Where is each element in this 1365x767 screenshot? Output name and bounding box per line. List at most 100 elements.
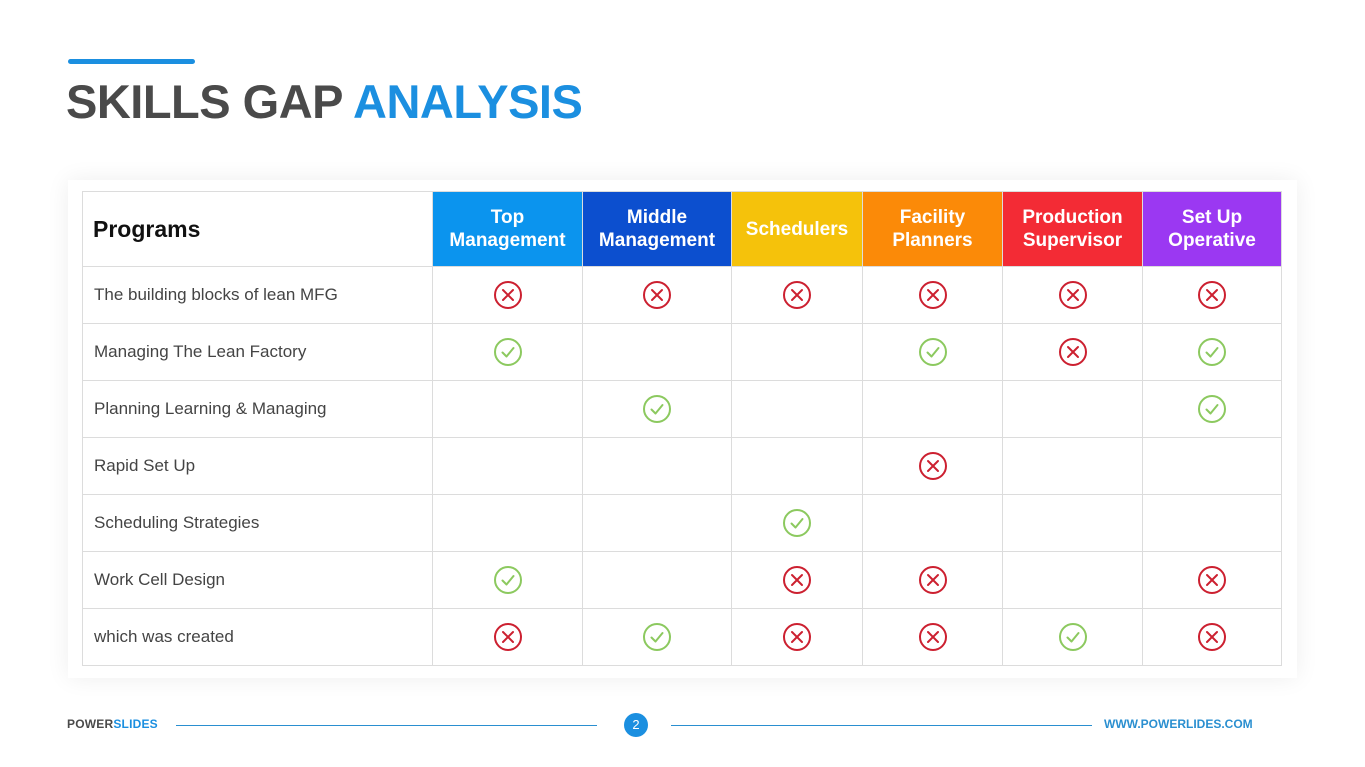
column-header-line1: Facility: [899, 207, 966, 228]
status-cell: [862, 266, 1003, 324]
title-part-1: SKILLS GAP: [66, 75, 343, 128]
check-circle-icon: [918, 337, 948, 367]
x-circle-icon: [1197, 622, 1227, 652]
column-header-1: Top Management: [432, 191, 583, 267]
x-circle-icon: [782, 565, 812, 595]
status-cell: [862, 494, 1003, 552]
status-cell: [731, 608, 863, 666]
status-cell: [731, 266, 863, 324]
status-cell: [582, 494, 732, 552]
status-cell: [731, 380, 863, 438]
column-header-5: Production Supervisor: [1002, 191, 1143, 267]
status-cell: [1002, 551, 1143, 609]
program-label: Managing The Lean Factory: [82, 323, 433, 381]
x-circle-icon: [642, 280, 672, 310]
program-label: which was created: [82, 608, 433, 666]
brand-part-1: POWER: [67, 717, 114, 731]
column-header-2: Middle Management: [582, 191, 732, 267]
status-cell: [1002, 266, 1143, 324]
table-row: Work Cell Design: [82, 551, 1282, 609]
x-circle-icon: [918, 280, 948, 310]
column-header-line2: Management: [598, 230, 716, 251]
status-cell: [582, 323, 732, 381]
status-cell: [582, 437, 732, 495]
table-row: Planning Learning & Managing: [82, 380, 1282, 438]
table-header-row: Programs Top Management Middle Management Sc…: [82, 191, 1282, 267]
table-card: Programs Top Management Middle Management Sc…: [68, 180, 1297, 678]
x-circle-icon: [1197, 565, 1227, 595]
status-cell: [1142, 494, 1282, 552]
status-cell: [1002, 494, 1143, 552]
footer-url[interactable]: WWW.POWERLIDES.COM: [1104, 717, 1253, 731]
status-cell: [582, 266, 732, 324]
x-circle-icon: [493, 622, 523, 652]
footer-divider-left: [176, 725, 597, 726]
status-cell: [862, 323, 1003, 381]
footer-brand: POWERSLIDES: [67, 717, 158, 731]
x-circle-icon: [782, 622, 812, 652]
x-circle-icon: [782, 280, 812, 310]
status-cell: [1142, 551, 1282, 609]
status-cell: [432, 494, 583, 552]
title-part-2: ANALYSIS: [353, 75, 583, 128]
status-cell: [582, 380, 732, 438]
x-circle-icon: [918, 451, 948, 481]
check-circle-icon: [782, 508, 812, 538]
column-header-line1: Top: [490, 207, 525, 228]
footer-divider-right: [671, 725, 1092, 726]
program-label: Rapid Set Up: [82, 437, 433, 495]
check-circle-icon: [642, 622, 672, 652]
status-cell: [1002, 437, 1143, 495]
status-cell: [731, 551, 863, 609]
title-accent-bar: [68, 59, 195, 64]
brand-part-2: SLIDES: [113, 717, 158, 731]
check-circle-icon: [1197, 394, 1227, 424]
table-row: The building blocks of lean MFG: [82, 266, 1282, 324]
status-cell: [731, 323, 863, 381]
status-cell: [1002, 608, 1143, 666]
program-label: Planning Learning & Managing: [82, 380, 433, 438]
status-cell: [1142, 266, 1282, 324]
table-row: Managing The Lean Factory: [82, 323, 1282, 381]
column-header-6: Set Up Operative: [1142, 191, 1282, 267]
status-cell: [432, 437, 583, 495]
status-cell: [1142, 380, 1282, 438]
status-cell: [432, 608, 583, 666]
status-cell: [582, 608, 732, 666]
column-header-4: Facility Planners: [862, 191, 1003, 267]
column-header-3: Schedulers: [731, 191, 863, 267]
status-cell: [432, 323, 583, 381]
check-circle-icon: [493, 565, 523, 595]
column-header-line1: Set Up: [1181, 207, 1243, 228]
x-circle-icon: [918, 622, 948, 652]
status-cell: [862, 380, 1003, 438]
check-circle-icon: [493, 337, 523, 367]
column-header-line2: Management: [449, 230, 566, 251]
status-cell: [1142, 437, 1282, 495]
status-cell: [432, 551, 583, 609]
status-cell: [432, 266, 583, 324]
check-circle-icon: [1058, 622, 1088, 652]
x-circle-icon: [1197, 280, 1227, 310]
program-label: Work Cell Design: [82, 551, 433, 609]
status-cell: [731, 494, 863, 552]
status-cell: [731, 437, 863, 495]
programs-header: Programs: [82, 191, 433, 267]
column-header-line1: Schedulers: [745, 218, 849, 240]
column-header-line1: Production: [1022, 207, 1123, 228]
status-cell: [432, 380, 583, 438]
status-cell: [1002, 380, 1143, 438]
x-circle-icon: [1058, 337, 1088, 367]
x-circle-icon: [493, 280, 523, 310]
skills-gap-table: Programs Top Management Middle Management Sc…: [82, 191, 1282, 666]
table-body: The building blocks of lean MFG Managing …: [82, 266, 1282, 666]
check-circle-icon: [642, 394, 672, 424]
column-header-line2: Planners: [892, 230, 973, 251]
column-header-line2: Supervisor: [1022, 230, 1123, 251]
program-label: Scheduling Strategies: [82, 494, 433, 552]
slide-title: SKILLS GAP ANALYSIS: [66, 74, 583, 129]
status-cell: [862, 551, 1003, 609]
table-row: Scheduling Strategies: [82, 494, 1282, 552]
table-row: which was created: [82, 608, 1282, 666]
status-cell: [862, 437, 1003, 495]
